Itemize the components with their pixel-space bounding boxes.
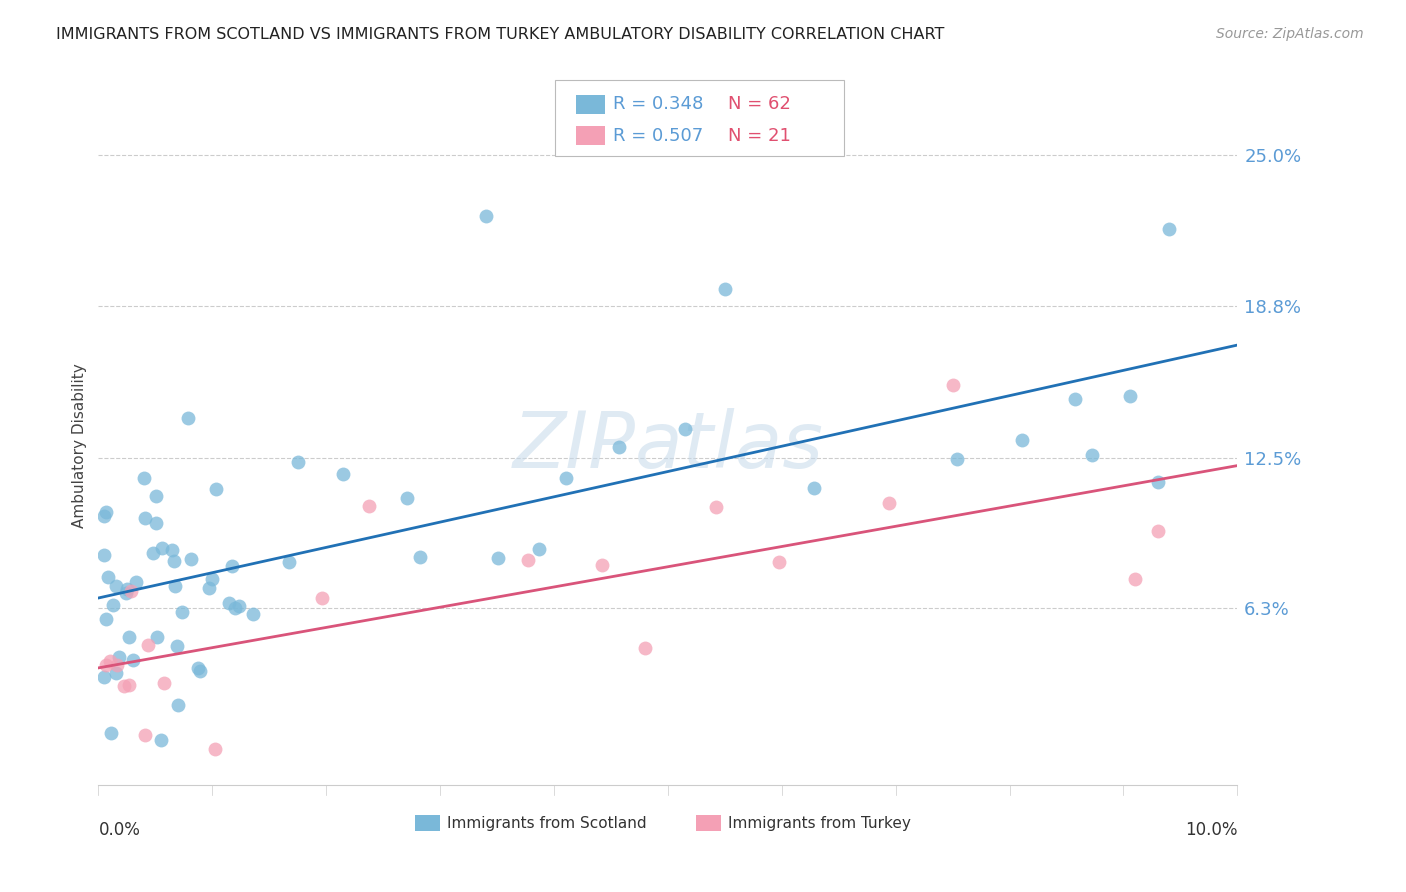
Point: [311, 591, 333, 606]
Point: [714, 282, 737, 296]
Point: [673, 422, 696, 436]
Y-axis label: Ambulatory Disability: Ambulatory Disability: [72, 364, 87, 528]
Point: [146, 630, 169, 644]
Point: [142, 545, 165, 559]
Point: [97, 570, 120, 584]
Point: [1146, 475, 1168, 490]
Text: Immigrants from Turkey: Immigrants from Turkey: [728, 816, 911, 830]
Point: [395, 491, 418, 505]
Point: [946, 452, 969, 467]
Point: [190, 665, 212, 679]
Point: [94, 505, 117, 519]
Point: [634, 641, 657, 656]
Point: [706, 500, 728, 515]
Point: [115, 586, 138, 600]
Point: [166, 640, 188, 654]
Point: [118, 630, 141, 644]
Text: Source: ZipAtlas.com: Source: ZipAtlas.com: [1216, 27, 1364, 41]
Point: [134, 728, 156, 742]
Point: [768, 555, 790, 569]
Point: [134, 510, 156, 524]
Point: [93, 548, 115, 562]
Point: [103, 598, 125, 612]
Point: [474, 209, 496, 223]
Point: [160, 542, 183, 557]
Text: Immigrants from Scotland: Immigrants from Scotland: [447, 816, 647, 830]
Point: [1157, 222, 1180, 236]
Point: [218, 596, 240, 610]
Point: [224, 600, 246, 615]
Point: [145, 489, 167, 503]
Point: [172, 605, 194, 619]
Point: [122, 653, 145, 667]
Text: N = 21: N = 21: [728, 127, 792, 145]
Point: [516, 553, 538, 567]
Point: [115, 582, 138, 596]
Point: [287, 455, 309, 469]
Point: [527, 541, 550, 556]
Point: [124, 574, 146, 589]
Text: R = 0.348: R = 0.348: [613, 95, 703, 113]
Text: 0.0%: 0.0%: [98, 821, 141, 838]
Point: [486, 551, 509, 566]
Point: [803, 481, 825, 495]
Point: [93, 508, 115, 523]
Point: [221, 559, 243, 574]
Point: [149, 733, 172, 747]
Point: [177, 410, 200, 425]
Point: [1063, 392, 1085, 406]
Point: [228, 599, 250, 613]
Text: IMMIGRANTS FROM SCOTLAND VS IMMIGRANTS FROM TURKEY AMBULATORY DISABILITY CORRELA: IMMIGRANTS FROM SCOTLAND VS IMMIGRANTS F…: [56, 27, 945, 42]
Text: N = 62: N = 62: [728, 95, 792, 113]
Point: [107, 649, 129, 664]
Point: [150, 541, 173, 556]
Point: [120, 584, 142, 599]
Point: [332, 467, 354, 481]
Point: [242, 607, 264, 621]
Point: [204, 741, 226, 756]
Point: [98, 654, 121, 668]
Point: [105, 658, 128, 673]
Point: [1118, 389, 1140, 403]
Point: [591, 558, 613, 572]
Point: [114, 679, 136, 693]
Text: ZIPatlas: ZIPatlas: [512, 408, 824, 484]
Point: [197, 581, 219, 595]
Point: [117, 678, 139, 692]
Point: [180, 552, 202, 566]
Point: [163, 554, 186, 568]
Point: [94, 657, 117, 672]
Text: 10.0%: 10.0%: [1185, 821, 1237, 838]
Point: [278, 555, 301, 569]
Point: [1081, 448, 1104, 462]
Point: [1146, 524, 1168, 538]
Point: [105, 578, 128, 592]
Point: [877, 495, 900, 509]
Point: [93, 670, 115, 684]
Point: [94, 612, 117, 626]
Point: [1011, 433, 1033, 447]
Point: [942, 378, 965, 392]
Point: [167, 698, 190, 713]
Point: [105, 666, 128, 681]
Text: R = 0.507: R = 0.507: [613, 127, 703, 145]
Point: [205, 482, 228, 496]
Point: [408, 550, 430, 565]
Point: [1123, 572, 1146, 586]
Point: [165, 579, 187, 593]
Point: [187, 660, 209, 674]
Point: [136, 638, 159, 652]
Point: [359, 499, 381, 513]
Point: [607, 441, 630, 455]
Point: [201, 572, 224, 586]
Point: [153, 675, 176, 690]
Point: [554, 471, 576, 485]
Point: [100, 725, 122, 739]
Point: [145, 516, 167, 530]
Point: [132, 471, 155, 485]
